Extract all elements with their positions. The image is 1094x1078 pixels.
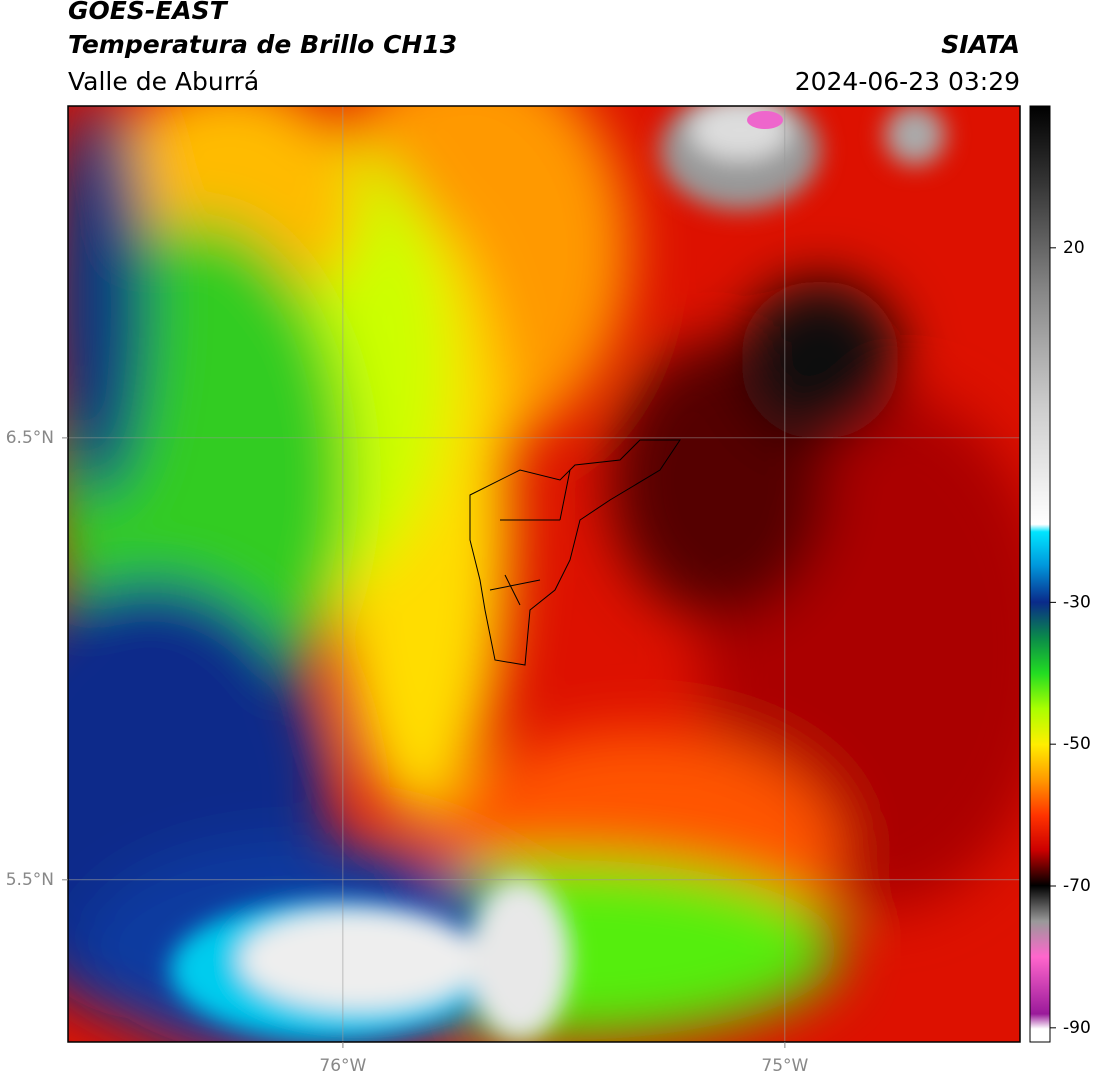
product: Temperatura de Brillo CH13 [68,30,457,59]
colorbar-tick-label: -90 [1063,1018,1091,1038]
x-tick-label: 75°W [761,1056,808,1076]
colorbar-tick-label: -30 [1063,592,1091,612]
y-tick-label: 5.5°N [6,870,54,890]
agency: SIATA [941,30,1020,59]
map-frame [67,105,1021,1043]
colorbar-tick-label: -70 [1063,876,1091,896]
colorbar [1029,105,1051,1043]
colorbar-tick-label: -50 [1063,734,1091,754]
satellite: GOES-EAST [68,0,229,25]
region: Valle de Aburrá [68,67,259,96]
colorbar-tick-label: 20 [1063,238,1085,258]
valley-boundary [469,439,681,666]
x-tick-label: 76°W [319,1056,366,1076]
y-tick-label: 6.5°N [6,428,54,448]
satellite-image [68,106,1020,1042]
datetime: 2024-06-23 03:29 [795,67,1020,96]
map-grid [68,106,1020,1042]
